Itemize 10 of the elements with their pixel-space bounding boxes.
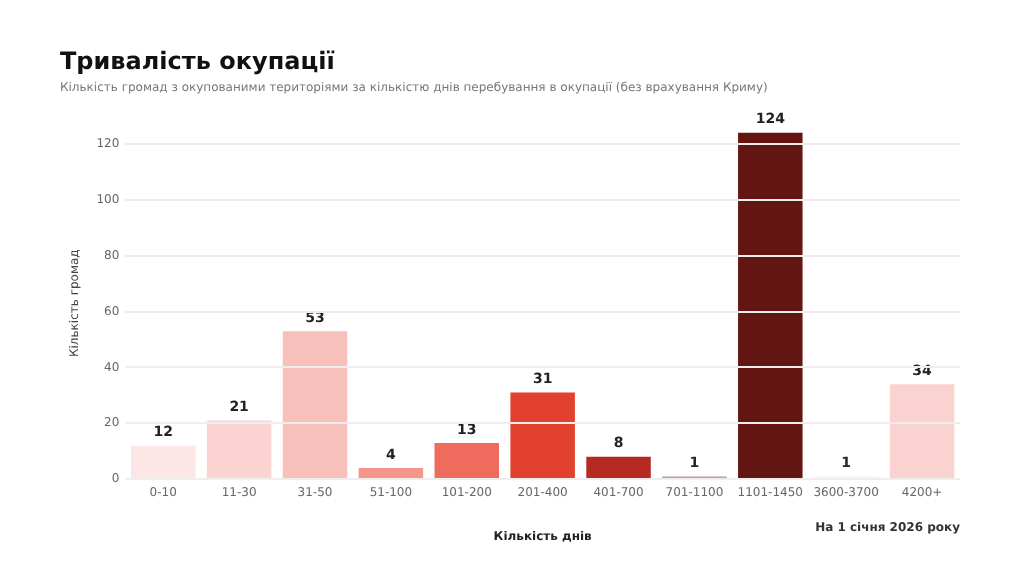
bar xyxy=(206,420,272,479)
bar xyxy=(586,456,651,479)
chart-title: Тривалість окупації xyxy=(60,46,335,75)
bar xyxy=(434,442,500,479)
bar xyxy=(738,132,803,479)
bar xyxy=(358,468,424,479)
bar xyxy=(131,445,196,479)
bar xyxy=(889,384,955,479)
bar xyxy=(282,331,348,479)
bar xyxy=(510,392,575,479)
